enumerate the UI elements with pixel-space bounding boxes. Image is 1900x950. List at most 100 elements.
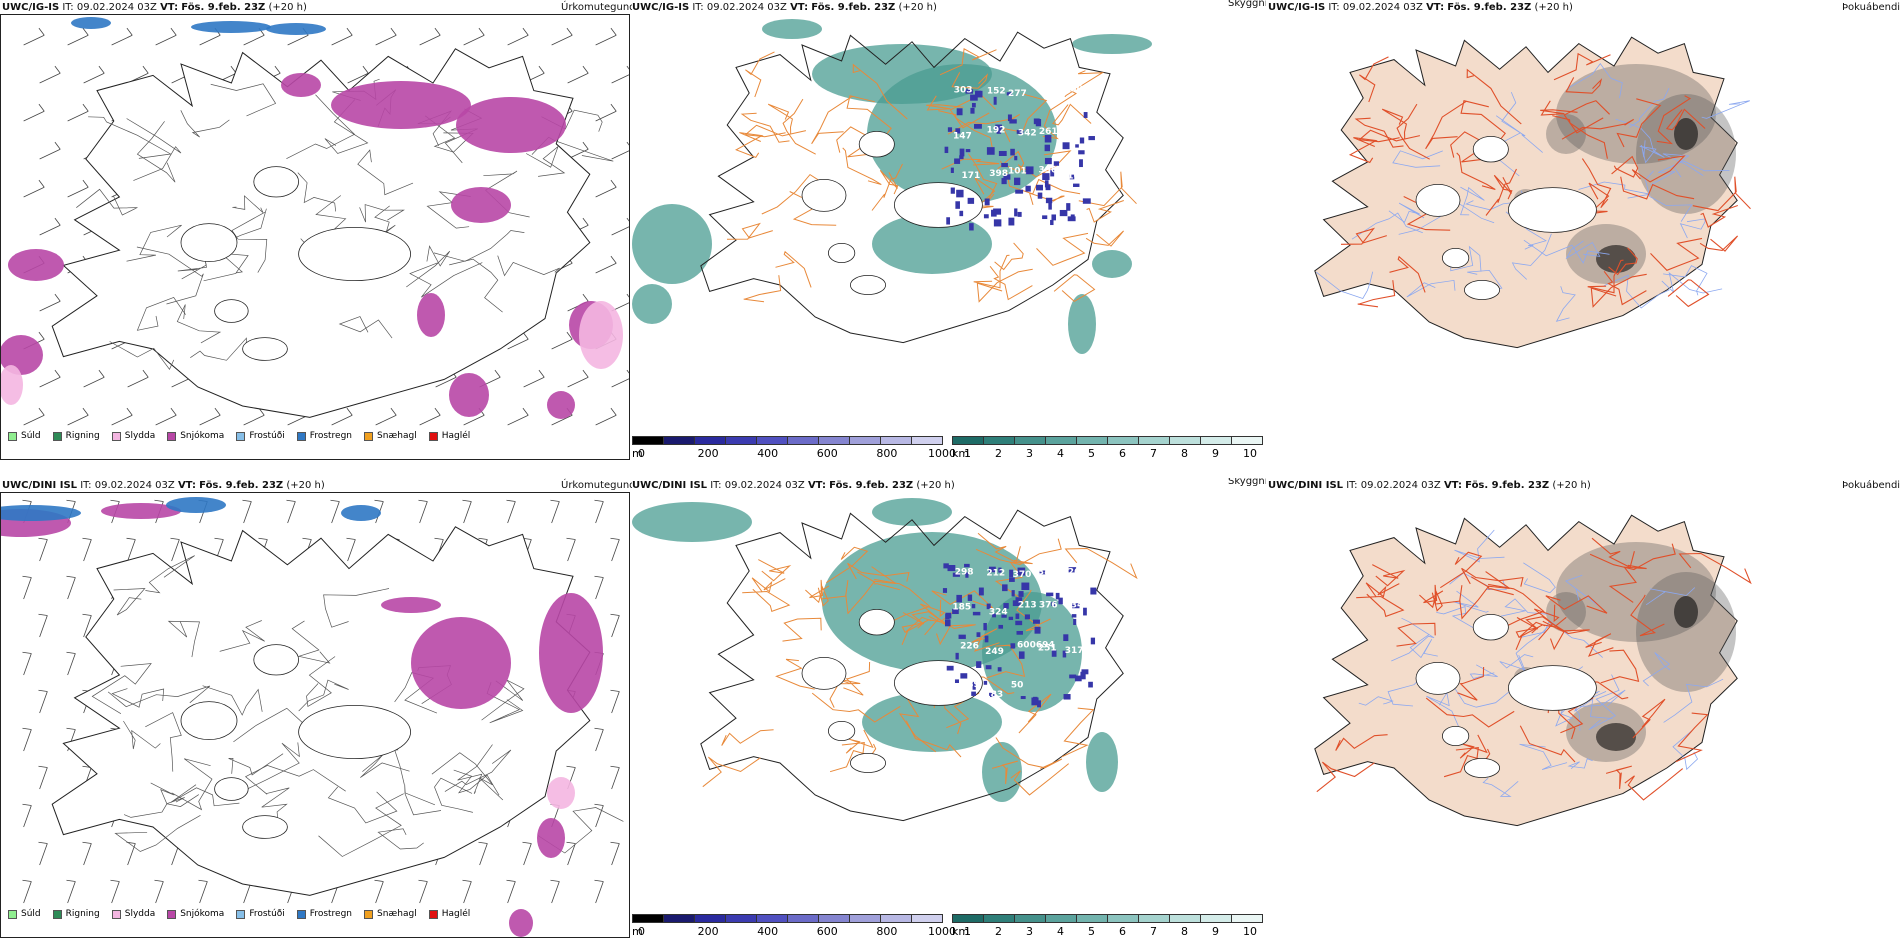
road-segment [1692,176,1751,212]
road-segment [409,262,483,298]
ceiling-cell [1082,198,1091,204]
road-segment [977,532,1021,564]
road-segment [231,211,268,273]
glacier [1472,613,1509,641]
glacier [828,720,856,741]
road-segment [975,538,1062,566]
precip-map [1,17,629,426]
wind-barb [627,648,629,676]
road-segment [109,341,175,370]
ceiling-cell [992,613,997,618]
ceiling-cell [959,210,964,217]
ceiling-cell [1055,592,1060,600]
road-segment [1663,678,1724,723]
road-segment [1372,564,1406,587]
legend-item: Snæhagl [361,431,420,441]
road-segment [1511,233,1552,280]
ceiling-cell [984,198,990,206]
road-segment [244,765,346,795]
wind-barb [548,26,574,46]
map-frame: Súld Rigning Slydda Snjókoma Frostúði Frostre… [0,492,630,938]
road-segment [1485,168,1517,216]
wind-barb [608,140,629,160]
road-segment [845,729,874,754]
road-segment [483,170,530,218]
glacier [1463,279,1500,300]
panel-header: UWC/DINI ISL IT: 09.02.2024 03Z VT: Fös.… [1268,480,1591,491]
ceiling-cell [1051,650,1057,657]
colorbar-tick: 1 [964,925,971,938]
colorbar-tick: 10 [1243,447,1257,460]
ceiling-value: 226 [960,642,979,652]
lead-time: (+20 h) [1552,480,1591,491]
wind-barb [20,178,46,198]
cloud-ceiling-values: 303 152 277 319 250 147 192 342 261 240 171 398 101 3… [953,83,1088,181]
wind-barb [548,330,574,350]
ceiling-cell [947,127,953,132]
glacier [253,644,300,676]
colorbar-segment [818,914,850,923]
ceiling-cell [1068,567,1077,573]
ceiling-cell [958,634,966,639]
colorbar-tick: 1000 [928,925,956,938]
ceiling-cell [952,608,959,615]
wind-barb [451,876,477,904]
ceiling-visibility-panel: UWC/IG-IS IT: 09.02.2024 03Z VT: Fös. 9.… [632,0,1266,470]
road-segment [1419,590,1443,612]
init-time: 09.02.2024 03Z [76,2,157,13]
road-segment [1052,103,1092,126]
road-segment [1678,552,1752,585]
road-segment [167,620,200,658]
road-segment [203,252,249,282]
legend-item: Haglél [426,431,474,441]
road-segment [986,644,1026,679]
road-segment [1028,192,1065,206]
colorbar-segment [756,914,788,923]
ceiling-cell [1012,600,1021,607]
road-segment [775,250,812,288]
legend-swatch [111,909,121,919]
ceiling-cell [996,126,1002,134]
ceiling-cell [1020,696,1026,700]
road-segment [1656,95,1692,145]
ceiling-cell [1002,584,1008,592]
ceiling-value: 319 [1046,83,1065,93]
ceiling-cell [1006,92,1012,96]
road-segment [1523,562,1556,594]
ceiling-cell [956,594,962,603]
road-segment [1450,131,1489,163]
valid-time-label: VT: [1443,480,1462,491]
wind-barb [372,26,398,46]
road-segment [767,103,793,134]
fog-area [1636,572,1736,692]
road-segment [357,149,414,196]
forecast-row-1: UWC/IG-IS IT: 09.02.2024 03Z VT: Fös. 9.… [0,0,1900,470]
ceiling-map: 303 152 277 319 250 147 192 342 261 240 171 398 101 3… [632,19,1152,354]
colorbar-tick: 7 [1150,925,1157,938]
wind-barb [539,496,565,524]
road-segment [1603,274,1670,309]
colorbar-segment [1045,436,1077,445]
wind-barb [520,368,546,388]
road-segment [926,95,964,111]
snow-area [539,593,603,713]
road-segment [1061,707,1095,758]
road-segment [261,787,290,833]
wind-barb [599,534,625,562]
road-segment [745,51,775,98]
road-segment [826,546,869,584]
road-segment [1700,204,1738,228]
wind-barb [99,876,125,904]
road-segment [1499,654,1534,671]
init-time: 09.02.2024 03Z [724,480,805,491]
legend-item: Snæhagl [361,909,420,919]
cloud-ceiling-areas [942,563,1097,708]
ceiling-cell [993,96,997,105]
wind-barb [504,406,530,426]
ceiling-cell [1053,161,1060,166]
precip-type-panel: UWC/DINI ISL IT: 09.02.2024 03Z VT: Fös.… [0,478,632,948]
wind-barb [592,102,618,122]
low-visibility-area [1068,294,1096,354]
wind-barb [11,648,37,676]
snow-area [281,73,321,97]
